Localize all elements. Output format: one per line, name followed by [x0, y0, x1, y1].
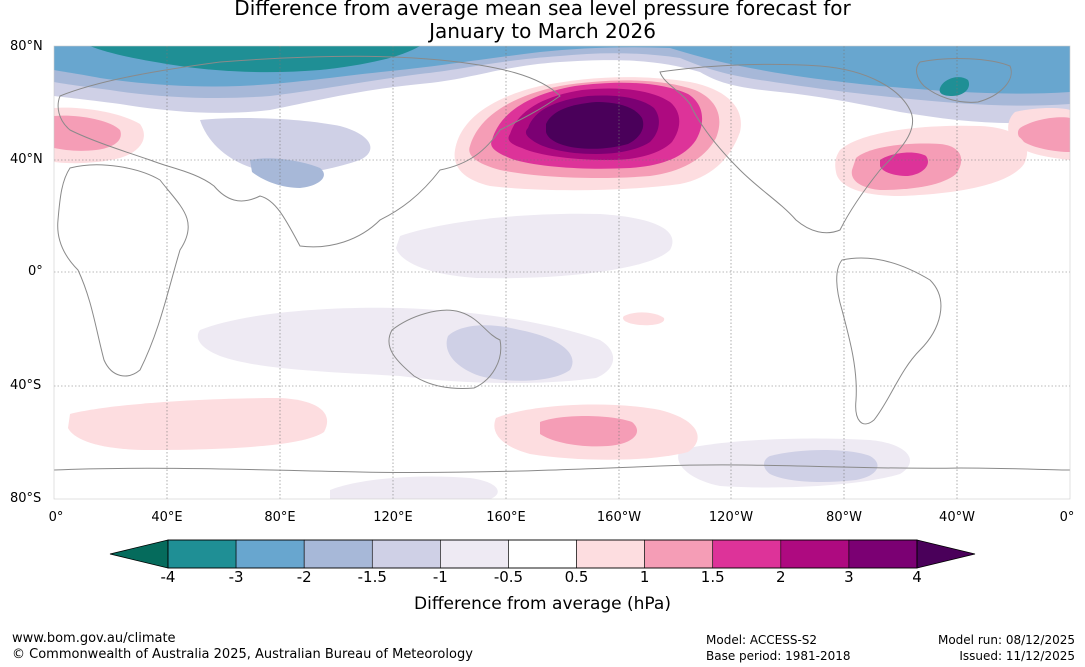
lon-label-160e: 160°E	[486, 510, 526, 525]
anomaly-asia-weak	[200, 118, 371, 174]
coastlines	[54, 55, 1070, 474]
footer-issued: Issued: 11/12/2025	[959, 649, 1075, 663]
coast-north-america	[659, 63, 914, 234]
coast-africa	[57, 164, 189, 377]
colorbar-tick-label: 2	[776, 568, 786, 586]
lon-label-0-east: 0°	[1059, 510, 1075, 525]
anomaly-antarctic-weak	[330, 476, 498, 499]
colorbar-bin	[303, 539, 373, 569]
colorbar-tick-label: -1.5	[357, 568, 387, 586]
anomaly-small-05	[622, 312, 665, 326]
colorbar-bin	[780, 539, 850, 569]
colorbar-min-extension	[109, 539, 169, 569]
map-area	[54, 46, 1070, 499]
colorbar-tick-label: 4	[912, 568, 922, 586]
anomaly-south-indian-05	[68, 398, 328, 450]
anomaly-asia-moderate	[250, 158, 324, 188]
colorbar-tick-label: -2	[296, 568, 312, 586]
anomaly-australia-neg	[446, 325, 573, 381]
colorbar-bin	[167, 539, 237, 569]
gridlines	[54, 46, 1070, 499]
lat-label-40s: 40°S	[10, 378, 42, 393]
colorbar-tick-label: -4	[160, 568, 176, 586]
coast-greenland	[916, 58, 1012, 103]
colorbar-bin	[576, 539, 645, 569]
chart-title-line1: Difference from average mean sea level p…	[234, 0, 851, 20]
colorbar-bin	[508, 539, 577, 569]
lon-label-160w: 160°W	[596, 510, 642, 525]
colorbar-max-extension	[916, 539, 976, 569]
lat-label-eq: 0°	[28, 264, 43, 279]
colorbar-bin	[371, 539, 441, 569]
colorbar-tick-label: -1	[432, 568, 448, 586]
lon-label-0: 0°	[48, 510, 64, 525]
colorbar-label: Difference from average (hPa)	[414, 594, 671, 614]
colorbar-bin	[848, 539, 918, 569]
colorbar-bin	[644, 539, 714, 569]
lon-label-80e: 80°E	[264, 510, 296, 525]
colorbar-bin	[440, 539, 509, 569]
footer-model-run: Model run: 08/12/2025	[937, 633, 1075, 647]
footer-model: Model: ACCESS-S2	[706, 633, 818, 647]
coast-antarctica	[54, 464, 1070, 474]
anomaly-greenland-spot	[939, 77, 970, 96]
anomaly-arctic-strong	[90, 46, 420, 73]
map-frame	[53, 45, 1071, 500]
lon-label-40w: 40°W	[939, 510, 975, 525]
anomaly-pacific-weak	[396, 213, 673, 279]
coast-australia	[388, 309, 502, 389]
colorbar-tick-label: -0.5	[493, 568, 524, 586]
lon-label-120w: 120°W	[708, 510, 754, 525]
colorbar-bin	[235, 539, 305, 569]
anomaly-southern-pac-neg	[764, 450, 878, 482]
footer-base-period: Base period: 1981-2018	[706, 649, 851, 663]
chart-title-line2: January to March 2026	[429, 19, 656, 43]
lat-label-40n: 40°N	[10, 152, 43, 167]
anomaly-south-pac-1	[540, 416, 638, 447]
colorbar-tick-label: -3	[228, 568, 244, 586]
footer-copyright: © Commonwealth of Australia 2025, Austra…	[12, 647, 473, 662]
coast-south-america	[836, 257, 942, 425]
colorbar-tick-label: 1	[639, 568, 650, 586]
colorbar-frame	[167, 539, 918, 569]
colorbar-bin	[712, 539, 782, 569]
lat-label-80s: 80°S	[10, 491, 42, 506]
anomaly-europe-east-1	[1017, 117, 1070, 152]
lon-label-80w: 80°W	[826, 510, 862, 525]
lon-label-40e: 40°E	[151, 510, 183, 525]
coast-eurasia	[57, 55, 561, 248]
footer-url: www.bom.gov.au/climate	[12, 631, 176, 646]
colorbar-tick-label: 0.5	[564, 568, 589, 586]
anomaly-europe-1	[54, 115, 121, 151]
colorbar-tick-label: 1.5	[700, 568, 725, 586]
lat-label-80n: 80°N	[10, 39, 43, 54]
lon-label-120e: 120°E	[373, 510, 413, 525]
anomaly-atlantic-15	[880, 152, 928, 176]
colorbar-tick-label: 3	[844, 568, 854, 586]
